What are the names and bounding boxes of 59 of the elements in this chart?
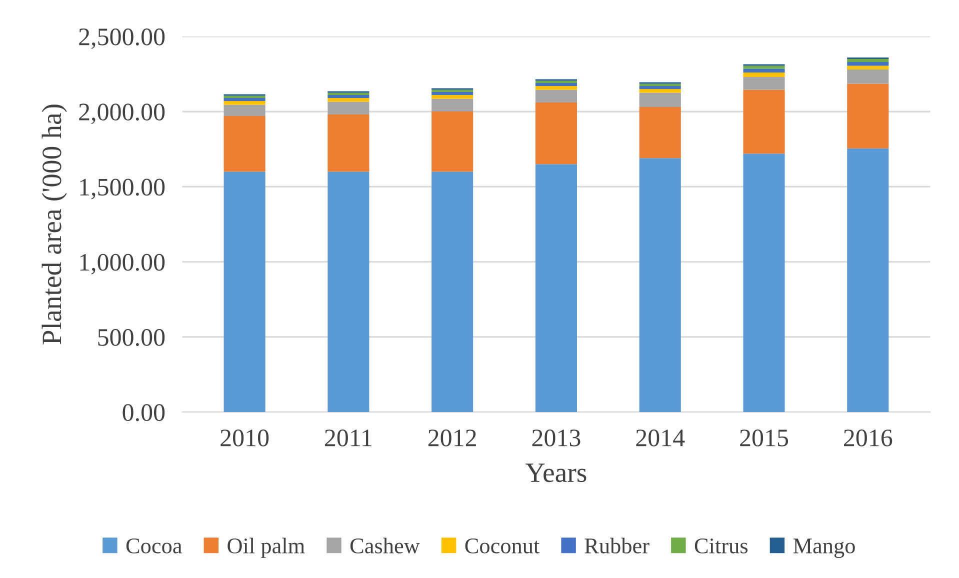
bar (639, 86, 681, 90)
bar (224, 104, 266, 116)
bar (639, 107, 681, 158)
bar (847, 84, 889, 148)
bar (743, 90, 785, 154)
bar (224, 98, 266, 102)
bar (847, 58, 889, 62)
x-tick-label: 2011 (325, 430, 372, 446)
bar (432, 172, 474, 412)
x-axis-title: Years (526, 464, 586, 482)
legend-label: Rubber (584, 538, 650, 554)
y-axis-title: Planted area ('000 ha) (42, 104, 67, 344)
bar (432, 95, 474, 99)
bar (535, 90, 577, 103)
bar (224, 101, 266, 105)
bar (224, 172, 266, 412)
y-tick-label: 2,500.00 (79, 28, 165, 49)
bar (535, 102, 577, 164)
bar (535, 86, 577, 90)
bar (224, 116, 266, 172)
bar (328, 95, 370, 98)
y-tick-label: 500.00 (98, 329, 165, 346)
bar (639, 158, 681, 412)
bar (432, 92, 474, 96)
y-tick-label: 1,000.00 (80, 254, 165, 274)
x-tick-label: 2016 (844, 430, 892, 446)
bar (432, 112, 474, 172)
x-tick-label: 2010 (220, 430, 269, 446)
bar (328, 102, 370, 115)
bar (743, 66, 785, 69)
bar (743, 76, 785, 90)
legend-label: Cashew (350, 538, 420, 554)
bar (847, 66, 889, 70)
bar (743, 68, 785, 72)
y-tick-label: 1,500.00 (80, 178, 165, 200)
y-tick-label: 2,000.00 (79, 104, 165, 124)
legend-label: Citrus (694, 538, 748, 554)
legend-label: Oil palm (228, 538, 305, 558)
bar (639, 92, 681, 108)
bar (743, 72, 785, 77)
x-tick-label: 2013 (532, 430, 580, 446)
bar (847, 69, 889, 84)
legend-label: Coconut (465, 538, 540, 554)
bar (743, 154, 785, 412)
x-tick-label: 2012 (428, 430, 476, 446)
bar (847, 148, 889, 412)
x-tick-label: 2015 (740, 430, 788, 446)
bar (847, 62, 889, 66)
x-tick-label: 2014 (636, 430, 685, 446)
y-tick-label: 0.00 (122, 404, 165, 422)
bar (535, 83, 577, 86)
bar (328, 98, 370, 102)
bar (432, 98, 474, 112)
bar (639, 89, 681, 93)
legend-label: Mango (793, 538, 855, 558)
bar (535, 164, 577, 412)
bar (328, 172, 370, 412)
bar (328, 114, 370, 172)
legend-label: Cocoa (126, 538, 182, 554)
